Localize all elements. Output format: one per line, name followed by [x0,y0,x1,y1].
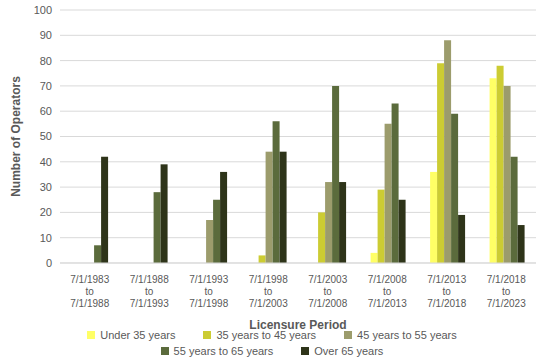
html-text:Over 65 years: Over 65 years [314,345,384,357]
svg-text:50: 50 [40,130,52,142]
svg-text:70: 70 [40,80,52,92]
html-text:Under 35 years: Under 35 years [100,329,176,341]
svg-text:90: 90 [40,29,52,41]
svg-text:80: 80 [40,55,52,67]
svg-text:7/1/1993to7/1/1998: 7/1/1993to7/1/1998 [189,274,228,309]
svg-text:7/1/1998to7/1/2003: 7/1/1998to7/1/2003 [249,274,288,309]
svg-text:20: 20 [40,206,52,218]
svg-text:30: 30 [40,181,52,193]
svg-text:0: 0 [46,257,52,269]
svg-text:7/1/2008to7/1/2013: 7/1/2008to7/1/2013 [368,274,407,309]
svg-text:40: 40 [40,156,52,168]
svg-text:Number of Operators: Number of Operators [9,76,23,197]
svg-text:100: 100 [34,4,52,16]
svg-text:Licensure Period: Licensure Period [249,318,346,332]
svg-text:7/1/1983to7/1/1988: 7/1/1983to7/1/1988 [70,274,109,309]
svg-text:7/1/1988to7/1/1993: 7/1/1988to7/1/1993 [130,274,169,309]
svg-text:10: 10 [40,232,52,244]
svg-text:60: 60 [40,105,52,117]
html-text:45 years to 55 years: 45 years to 55 years [357,329,457,341]
svg-text:7/1/2003to7/1/2008: 7/1/2003to7/1/2008 [308,274,347,309]
svg-text:7/1/2013to7/1/2018: 7/1/2013to7/1/2018 [427,274,466,309]
svg-text:7/1/2018to7/1/2023: 7/1/2018to7/1/2023 [487,274,526,309]
html-text:35 years to 45 years: 35 years to 45 years [216,329,317,341]
html-text:55 years to 65 years: 55 years to 65 years [173,345,274,357]
